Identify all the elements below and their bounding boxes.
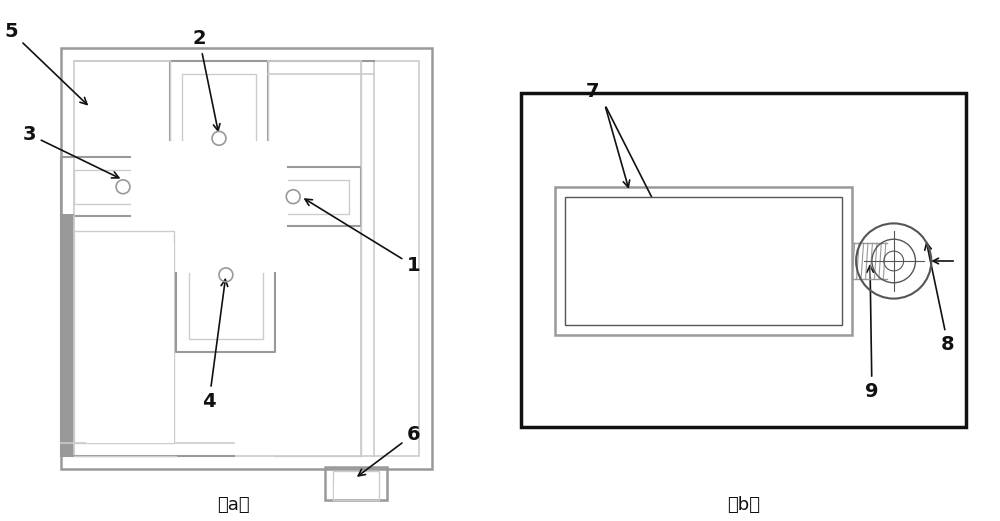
- Bar: [375, 62, 418, 455]
- Bar: [521, 93, 966, 427]
- Text: 2: 2: [192, 29, 220, 131]
- Text: 3: 3: [22, 125, 119, 178]
- Text: 1: 1: [305, 199, 421, 276]
- Text: 9: 9: [865, 266, 879, 401]
- Bar: [555, 187, 852, 335]
- Text: 6: 6: [358, 425, 421, 476]
- Text: （a）: （a）: [218, 497, 250, 514]
- Bar: [61, 215, 74, 456]
- Text: 7: 7: [586, 82, 600, 101]
- Bar: [61, 48, 432, 469]
- Bar: [74, 61, 419, 456]
- Text: 5: 5: [5, 22, 87, 104]
- Text: 4: 4: [202, 279, 228, 411]
- Bar: [86, 244, 174, 443]
- Text: 8: 8: [925, 243, 955, 354]
- Bar: [565, 197, 842, 325]
- Bar: [334, 481, 378, 500]
- Text: （b）: （b）: [727, 497, 760, 514]
- Bar: [325, 467, 387, 500]
- Bar: [333, 470, 379, 500]
- Bar: [74, 231, 174, 443]
